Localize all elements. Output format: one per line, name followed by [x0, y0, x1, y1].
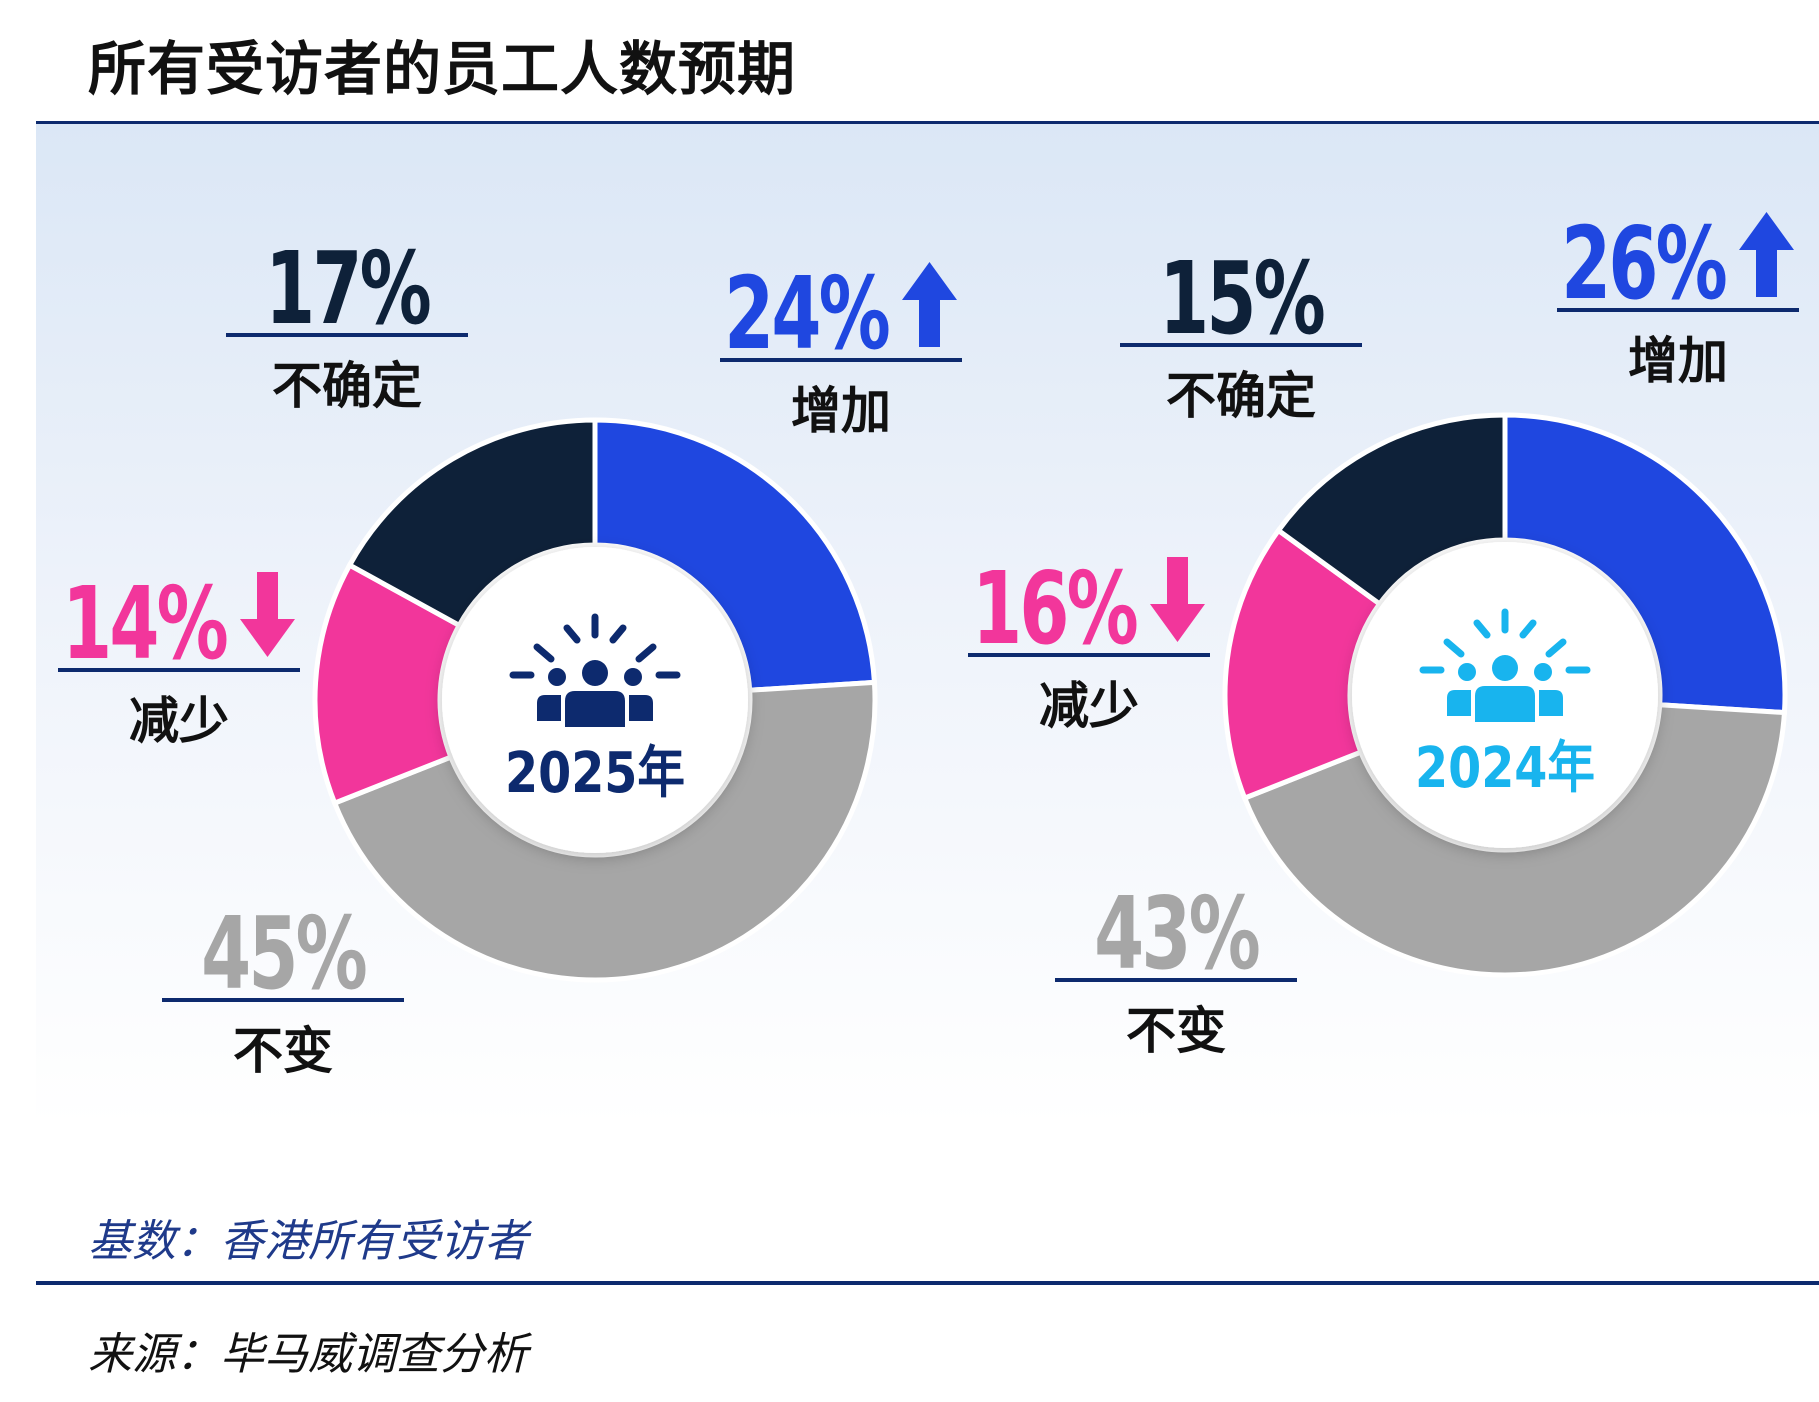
arrow-up-icon — [1739, 212, 1794, 297]
arrow-up-icon — [902, 262, 957, 347]
donut-slice-increase — [1502, 412, 1788, 716]
page-title: 所有受访者的员工人数预期 — [88, 35, 797, 103]
label-group-unchanged: 43% 不变 — [1055, 875, 1297, 1060]
category-label-uncertain: 不确定 — [1166, 367, 1316, 425]
label-group-increase: 24% 增加 — [720, 255, 962, 440]
bottom-divider — [36, 1281, 1819, 1285]
category-label-increase: 增加 — [791, 382, 891, 440]
donut-chart-0: 2025年 24% 增加 45% 不变 14% 减少 17% 不确定 — [58, 230, 962, 1080]
people-celebration-icon — [509, 613, 681, 727]
donut-slice-decrease — [1222, 526, 1384, 802]
top-divider — [36, 121, 1819, 125]
label-group-increase: 26% 增加 — [1557, 205, 1799, 390]
center-year-label: 2025年 — [505, 741, 685, 806]
arrow-down-icon — [240, 572, 295, 657]
category-label-increase: 增加 — [1628, 332, 1728, 390]
value-label-uncertain: 15% — [1159, 240, 1324, 357]
donut-slice-unchanged — [1241, 702, 1788, 978]
donut-slice-uncertain — [1274, 412, 1508, 608]
value-label-decrease: 16% — [972, 550, 1137, 667]
donut-slice-uncertain — [346, 417, 598, 629]
arrow-down-icon — [1150, 557, 1205, 642]
value-label-decrease: 14% — [62, 565, 227, 682]
label-group-decrease: 16% 减少 — [968, 550, 1210, 735]
category-label-decrease: 减少 — [129, 692, 229, 750]
base-note: 基数：香港所有受访者 — [88, 1216, 528, 1267]
value-label-increase: 26% — [1561, 205, 1726, 322]
center-year-label: 2024年 — [1415, 736, 1595, 801]
label-group-decrease: 14% 减少 — [58, 565, 300, 750]
category-label-unchanged: 不变 — [1126, 1002, 1226, 1060]
label-group-unchanged: 45% 不变 — [162, 895, 404, 1080]
source-note: 来源：毕马威调查分析 — [88, 1329, 528, 1380]
value-label-unchanged: 43% — [1094, 875, 1259, 992]
value-label-increase: 24% — [724, 255, 889, 372]
value-label-unchanged: 45% — [201, 895, 366, 1012]
value-label-uncertain: 17% — [265, 230, 430, 347]
donut-slice-increase — [592, 417, 878, 693]
label-group-uncertain: 15% 不确定 — [1120, 240, 1362, 425]
people-celebration-icon — [1419, 608, 1591, 722]
category-label-decrease: 减少 — [1039, 677, 1139, 735]
donut-slice-unchanged — [331, 679, 878, 983]
donut-chart-1: 2024年 26% 增加 43% 不变 16% 减少 15% 不确定 — [968, 205, 1799, 1060]
category-label-uncertain: 不确定 — [272, 357, 422, 415]
category-label-unchanged: 不变 — [233, 1022, 333, 1080]
label-group-uncertain: 17% 不确定 — [226, 230, 468, 415]
